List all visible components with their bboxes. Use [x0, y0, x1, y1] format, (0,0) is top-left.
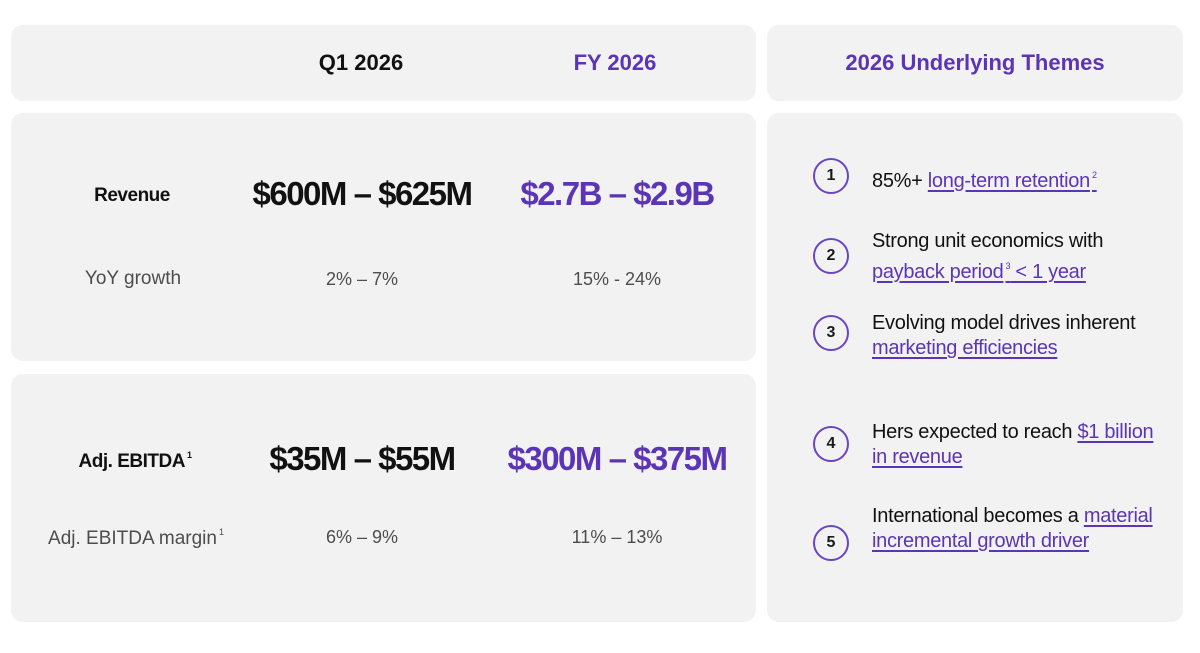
number-badge-4: 4 — [813, 426, 849, 462]
yoy-growth-q1: 2% – 7% — [325, 269, 399, 289]
theme-text-3: Evolving model drives inherent marketing… — [872, 312, 1136, 359]
revenue-fy-value: $2.7B – $2.9B — [520, 175, 715, 212]
theme-text-5: International becomes a material increme… — [872, 505, 1153, 552]
ebitda-margin-fy: 11% – 13% — [571, 527, 663, 547]
ebitda-margin-label: Adj. EBITDA margin 1 — [48, 527, 224, 549]
footnote-marker: 1 — [218, 527, 224, 537]
q1-2026-header: Q1 2026 — [318, 50, 404, 75]
theme-text-1: 85%+ long-term retention 2 — [872, 170, 1097, 192]
number-badge-2: 2 — [813, 238, 849, 274]
footnote-marker: 1 — [186, 450, 192, 460]
revenue-panel — [11, 113, 756, 361]
ebitda-margin-q1: 6% – 9% — [325, 527, 399, 547]
yoy-growth-label: YoY growth — [84, 268, 182, 289]
theme-text-4: Hers expected to reach $1 billion in rev… — [872, 421, 1154, 468]
long-term-retention-link[interactable]: long-term retention 2 — [927, 170, 1097, 192]
fy-2026-header: FY 2026 — [573, 50, 657, 75]
yoy-growth-fy: 15% - 24% — [572, 269, 662, 289]
column-header-panel — [11, 25, 756, 101]
payback-period-link[interactable]: payback period 3 < 1 year — [872, 261, 1086, 283]
revenue-q1-value: $600M – $625M — [252, 175, 474, 212]
ebitda-fy-value: $300M – $375M — [507, 440, 729, 477]
ebitda-q1-value: $35M – $55M — [269, 440, 456, 477]
themes-title: 2026 Underlying Themes — [845, 50, 1105, 75]
growth-driver-link[interactable]: material incremental growth driver — [872, 505, 1153, 552]
revenue-label: Revenue — [94, 185, 170, 206]
billion-revenue-link[interactable]: $1 billion in revenue — [872, 421, 1154, 468]
number-badge-5: 5 — [813, 525, 849, 561]
themes-header-panel — [767, 25, 1183, 101]
number-badge-3: 3 — [813, 315, 849, 351]
adj-ebitda-label: Adj. EBITDA 1 — [78, 450, 192, 472]
number-badge-1: 1 — [813, 158, 849, 194]
marketing-efficiencies-link[interactable]: marketing efficiencies — [872, 337, 1058, 359]
ebitda-panel — [11, 374, 756, 622]
theme-text-2: Strong unit economics with payback perio… — [872, 230, 1104, 283]
